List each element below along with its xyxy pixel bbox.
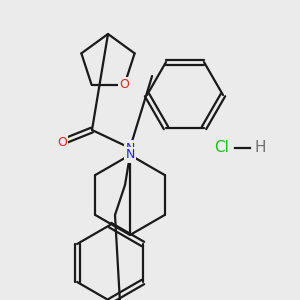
Text: Cl: Cl [214, 140, 230, 155]
Text: O: O [57, 136, 67, 148]
Text: H: H [254, 140, 266, 155]
Text: N: N [125, 142, 135, 154]
Text: O: O [119, 78, 129, 91]
Text: N: N [125, 148, 135, 161]
